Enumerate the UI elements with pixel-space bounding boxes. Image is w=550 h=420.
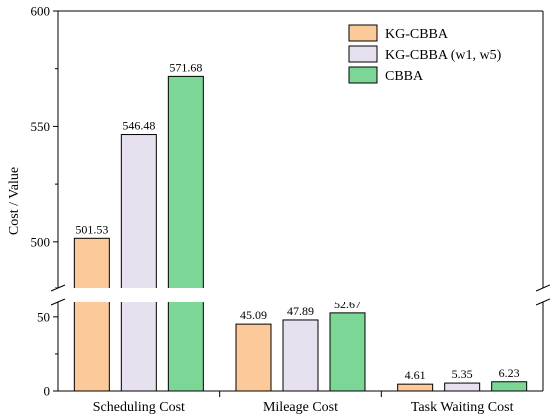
bar-value-label: 6.23	[499, 366, 520, 380]
bar-mileage-cost-cbba	[329, 312, 366, 392]
bar-value-label: 47.89	[287, 304, 314, 318]
bar-mileage-cost-kg-cbba-w1-w5	[282, 319, 319, 392]
bar-value-label: 4.61	[405, 368, 426, 382]
legend: KG-CBBA KG-CBBA (w1, w5) CBBA	[348, 24, 502, 84]
x-category-label: Scheduling Cost	[93, 400, 185, 415]
bars-layer	[73, 75, 528, 392]
axes-layer: 500 550 600 0 50 Cost / Value Scheduling Cost M…	[7, 4, 544, 415]
x-category-label: Task Waiting Cost	[411, 400, 514, 415]
bar-scheduling-cost-kg-cbba	[73, 237, 110, 392]
bar-value-label: 571.68	[169, 60, 202, 74]
y-tick-label: 600	[31, 4, 51, 19]
bar-task-waiting-cost-kg-cbba	[397, 383, 434, 392]
legend-label-kg-cbba-w1-w5: KG-CBBA (w1, w5)	[385, 48, 502, 63]
axis-break-mark	[535, 284, 550, 292]
axis-break-gap	[44, 288, 550, 302]
bar-task-waiting-cost-kg-cbba-w1-w5	[444, 382, 481, 392]
y-tick-label: 50	[37, 309, 50, 324]
bar-scheduling-cost-cbba	[167, 75, 204, 392]
y-tick-label: 550	[31, 119, 51, 134]
bar-value-label: 45.09	[240, 308, 267, 322]
bar-mileage-cost-kg-cbba	[235, 323, 272, 392]
legend-label-cbba: CBBA	[385, 69, 424, 84]
axis-break-mark	[535, 298, 550, 306]
x-category-label: Mileage Cost	[263, 400, 338, 415]
y-tick-label: 500	[31, 234, 51, 249]
axis-break-layer	[44, 284, 550, 306]
bar-value-label: 546.48	[122, 119, 155, 133]
bar-scheduling-cost-kg-cbba-w1-w5	[120, 134, 157, 392]
legend-swatch-kg-cbba	[348, 24, 378, 42]
bar-value-label: 501.53	[75, 222, 108, 236]
legend-label-kg-cbba: KG-CBBA	[385, 27, 449, 42]
y-tick-label: 0	[44, 384, 51, 399]
axis-break-mark	[50, 284, 66, 292]
legend-swatch-kg-cbba-w1-w5	[348, 45, 378, 63]
legend-swatch-cbba	[348, 66, 378, 84]
bar-value-label: 5.35	[452, 367, 473, 381]
bar-task-waiting-cost-cbba	[491, 381, 528, 392]
y-axis-title: Cost / Value	[7, 167, 22, 235]
axis-break-mark	[50, 298, 66, 306]
